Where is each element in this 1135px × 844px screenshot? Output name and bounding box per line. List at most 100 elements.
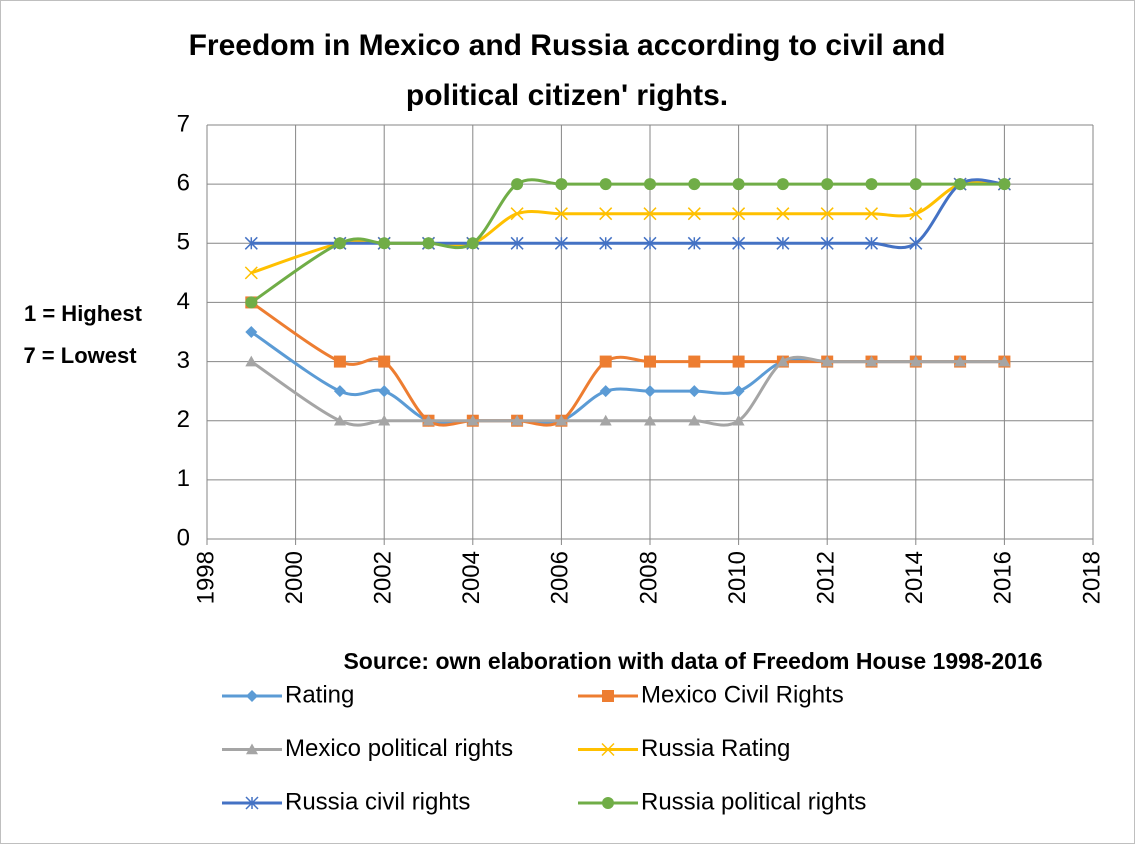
chart-title: political citizen' rights. [406,79,728,112]
marker [599,178,612,191]
marker [687,236,701,250]
x-tick-label: 2012 [813,551,840,604]
x-tick-label: 2018 [1078,551,1105,604]
marker [909,355,922,367]
y-tick-label: 7 [177,110,190,137]
marker [378,385,391,398]
marker [422,237,435,250]
marker [333,237,346,250]
marker [644,385,656,398]
marker [601,742,615,757]
marker [776,178,789,191]
marker [821,178,834,191]
marker [688,414,701,426]
x-tick-label: 2002 [370,551,397,604]
marker [244,236,258,250]
marker [776,355,789,367]
marker [599,236,613,250]
marker [820,207,834,221]
marker [554,236,568,250]
marker [732,414,745,426]
x-tick-label: 2008 [635,551,662,604]
marker [688,178,701,191]
x-tick-label: 2000 [281,551,308,604]
legend-label: Rating [285,681,354,708]
marker [511,414,524,426]
marker [599,414,612,426]
chart-title: Freedom in Mexico and Russia according t… [189,29,946,62]
legend-label: Mexico political rights [285,735,513,762]
marker [688,385,701,398]
y-tick-label: 3 [177,347,190,374]
marker [510,207,524,221]
marker [422,414,435,426]
marker [246,690,258,702]
marker [643,207,657,221]
marker [466,237,479,250]
marker [378,237,391,250]
marker [333,355,346,368]
y-tick-label: 4 [177,288,190,315]
x-tick-label: 1998 [192,551,219,604]
marker [555,414,568,426]
marker [599,207,613,221]
marker [510,236,524,250]
marker [776,207,790,221]
legend-label: Mexico Civil Rights [641,681,844,708]
marker [599,385,612,398]
marker [732,355,745,368]
marker [599,355,612,368]
y-tick-label: 5 [177,229,190,256]
x-tick-label: 2016 [990,551,1017,604]
x-tick-label: 2010 [724,551,751,604]
marker [954,355,967,367]
marker [245,796,259,810]
marker [644,355,656,368]
marker [732,178,745,191]
marker [909,236,923,250]
marker [865,355,878,367]
marker [602,797,614,809]
marker [732,236,746,250]
marker [998,178,1011,191]
x-tick-label: 2014 [901,551,928,604]
legend-label: Russia political rights [641,788,866,815]
y-tick-label: 1 [177,465,190,492]
legend-label: Russia civil rights [285,788,470,815]
marker [333,414,346,426]
marker [602,690,614,702]
marker [378,414,391,426]
marker [865,178,878,191]
marker [378,355,391,368]
marker [643,236,657,250]
marker [732,207,746,221]
source-note: Source: own elaboration with data of Fre… [343,648,1042,674]
y-axis-label: 1 = Highest [24,301,143,326]
marker [245,355,258,367]
x-tick-label: 2004 [458,551,485,604]
marker [909,207,923,221]
marker [554,207,568,221]
marker [644,178,656,191]
marker [466,414,479,426]
marker [511,178,524,191]
marker [245,296,258,309]
marker [909,178,922,191]
legend-label: Russia Rating [641,735,790,762]
marker [246,743,258,755]
marker [820,236,834,250]
marker [245,326,258,338]
marker [821,355,834,367]
marker [732,385,745,398]
marker [688,355,701,368]
marker [644,414,656,426]
marker [244,266,258,280]
y-axis-label: 7 = Lowest [23,343,137,368]
marker [864,236,879,250]
marker [954,178,967,191]
marker [687,207,701,221]
x-tick-label: 2006 [547,551,574,604]
marker [555,178,568,191]
marker [333,385,346,398]
